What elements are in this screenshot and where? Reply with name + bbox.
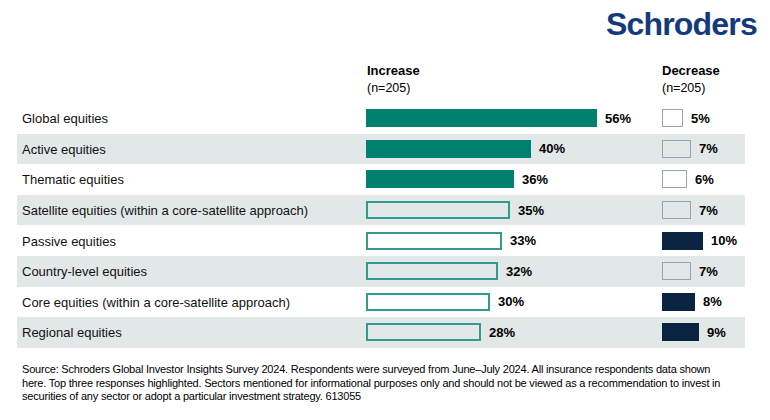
source-note: Source: Schroders Global Investor Insigh… bbox=[22, 363, 722, 404]
decrease-bar bbox=[662, 323, 699, 341]
increase-bar bbox=[366, 262, 498, 280]
increase-value: 40% bbox=[539, 141, 565, 156]
chart-page: Schroders Increase (n=205) Decrease (n=2… bbox=[0, 0, 770, 420]
increase-bar bbox=[366, 323, 481, 341]
category-label: Satellite equities (within a core-satell… bbox=[22, 203, 308, 218]
category-label: Passive equities bbox=[22, 233, 116, 248]
increase-value: 28% bbox=[489, 325, 515, 340]
schroders-logo: Schroders bbox=[606, 6, 757, 43]
increase-bar bbox=[366, 293, 490, 311]
decrease-sample-size: (n=205) bbox=[662, 81, 720, 95]
table-row: Thematic equities 36% 6% bbox=[17, 164, 745, 195]
increase-bar bbox=[366, 232, 502, 250]
decrease-value: 6% bbox=[695, 172, 714, 187]
table-row: Passive equities 33% 10% bbox=[17, 225, 745, 256]
decrease-column-title: Decrease bbox=[662, 63, 720, 78]
table-row: Satellite equities (within a core-satell… bbox=[17, 195, 745, 226]
increase-cell: 30% bbox=[366, 293, 524, 311]
decrease-cell: 7% bbox=[662, 201, 718, 219]
increase-value: 35% bbox=[518, 203, 544, 218]
decrease-value: 7% bbox=[699, 141, 718, 156]
chart-rows: Global equities 56% 5% Active equities 4… bbox=[17, 103, 745, 348]
increase-cell: 35% bbox=[366, 201, 544, 219]
category-label: Global equities bbox=[22, 111, 108, 126]
increase-value: 32% bbox=[506, 264, 532, 279]
decrease-value: 10% bbox=[711, 233, 737, 248]
table-row: Core equities (within a core-satellite a… bbox=[17, 287, 745, 318]
decrease-bar bbox=[662, 109, 683, 127]
decrease-bar bbox=[662, 201, 691, 219]
increase-column-header: Increase (n=205) bbox=[367, 63, 420, 95]
decrease-value: 7% bbox=[699, 264, 718, 279]
increase-cell: 40% bbox=[366, 140, 565, 158]
table-row: Global equities 56% 5% bbox=[17, 103, 745, 134]
decrease-bar bbox=[662, 293, 695, 311]
decrease-cell: 7% bbox=[662, 262, 718, 280]
decrease-cell: 8% bbox=[662, 293, 722, 311]
decrease-cell: 6% bbox=[662, 170, 714, 188]
category-label: Active equities bbox=[22, 141, 106, 156]
decrease-value: 8% bbox=[703, 294, 722, 309]
table-row: Regional equities 28% 9% bbox=[17, 317, 745, 348]
table-row: Country-level equities 32% 7% bbox=[17, 256, 745, 287]
increase-bar bbox=[366, 170, 514, 188]
increase-cell: 32% bbox=[366, 262, 532, 280]
increase-value: 56% bbox=[605, 111, 631, 126]
category-label: Thematic equities bbox=[22, 172, 124, 187]
decrease-bar bbox=[662, 170, 687, 188]
decrease-cell: 5% bbox=[662, 109, 710, 127]
decrease-cell: 7% bbox=[662, 140, 718, 158]
increase-bar bbox=[366, 140, 531, 158]
category-label: Country-level equities bbox=[22, 264, 147, 279]
table-row: Active equities 40% 7% bbox=[17, 134, 745, 165]
decrease-cell: 9% bbox=[662, 323, 726, 341]
decrease-column-header: Decrease (n=205) bbox=[662, 63, 720, 95]
increase-value: 33% bbox=[510, 233, 536, 248]
category-label: Regional equities bbox=[22, 325, 122, 340]
increase-cell: 28% bbox=[366, 323, 515, 341]
decrease-cell: 10% bbox=[662, 232, 737, 250]
decrease-value: 7% bbox=[699, 203, 718, 218]
decrease-bar bbox=[662, 262, 691, 280]
decrease-bar bbox=[662, 140, 691, 158]
decrease-value: 5% bbox=[691, 111, 710, 126]
increase-bar bbox=[366, 201, 510, 219]
increase-cell: 56% bbox=[366, 109, 631, 127]
increase-sample-size: (n=205) bbox=[367, 81, 420, 95]
increase-value: 30% bbox=[498, 294, 524, 309]
increase-bar bbox=[366, 109, 597, 127]
category-label: Core equities (within a core-satellite a… bbox=[22, 294, 290, 309]
increase-value: 36% bbox=[522, 172, 548, 187]
increase-cell: 36% bbox=[366, 170, 548, 188]
decrease-value: 9% bbox=[707, 325, 726, 340]
decrease-bar bbox=[662, 232, 703, 250]
increase-cell: 33% bbox=[366, 232, 536, 250]
increase-column-title: Increase bbox=[367, 63, 420, 78]
